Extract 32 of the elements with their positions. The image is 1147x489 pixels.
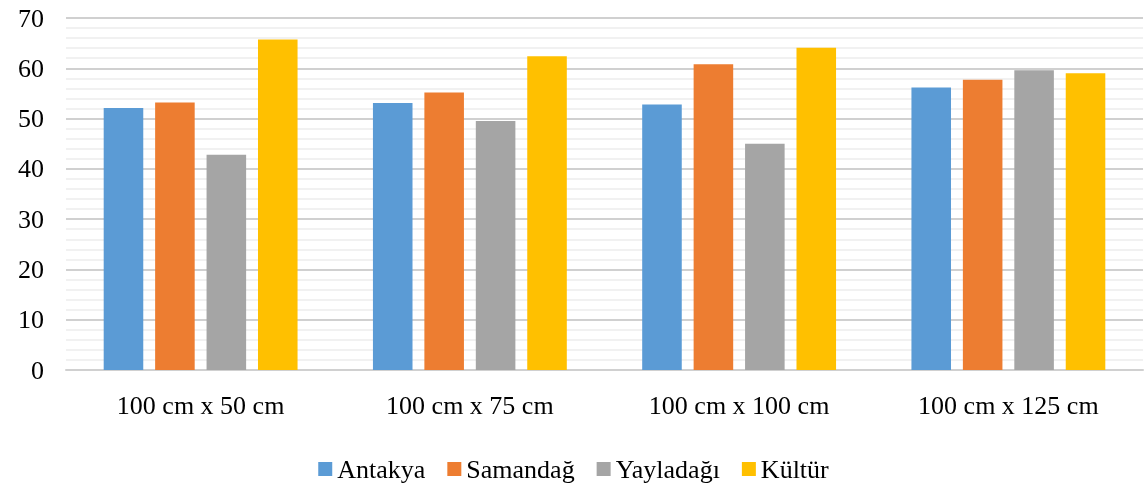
bar <box>475 121 516 370</box>
bar <box>642 104 682 370</box>
bar <box>1014 70 1054 370</box>
legend-label: Samandağ <box>466 454 575 484</box>
x-tick-label: 100 cm x 100 cm <box>648 390 830 420</box>
y-tick-label: 20 <box>18 254 44 284</box>
bar <box>206 154 247 370</box>
x-tick-label: 100 cm x 75 cm <box>386 390 554 420</box>
y-tick-label: 40 <box>18 154 44 184</box>
bar <box>103 108 144 370</box>
y-tick-label: 70 <box>18 3 44 33</box>
y-tick-label: 10 <box>18 305 44 335</box>
bar <box>962 79 1003 370</box>
y-tick-label: 50 <box>18 104 44 134</box>
legend-label: Yayladağı <box>615 454 720 484</box>
bar <box>911 87 952 370</box>
bar <box>527 56 567 370</box>
bar <box>257 39 298 370</box>
bar <box>745 143 785 370</box>
x-tick-label: 100 cm x 50 cm <box>116 390 285 420</box>
bar <box>693 64 734 370</box>
bar <box>1065 73 1106 370</box>
y-tick-label: 60 <box>18 53 44 83</box>
bar <box>796 47 837 370</box>
legend-label: Antakya <box>337 454 426 484</box>
legend-label: Kültür <box>760 454 830 484</box>
y-tick-label: 0 <box>31 355 44 385</box>
x-tick-label: 100 cm x 125 cm <box>918 390 1099 420</box>
y-tick-label: 30 <box>18 204 44 234</box>
bar <box>424 92 464 370</box>
bar <box>372 102 413 370</box>
bar <box>155 102 195 370</box>
